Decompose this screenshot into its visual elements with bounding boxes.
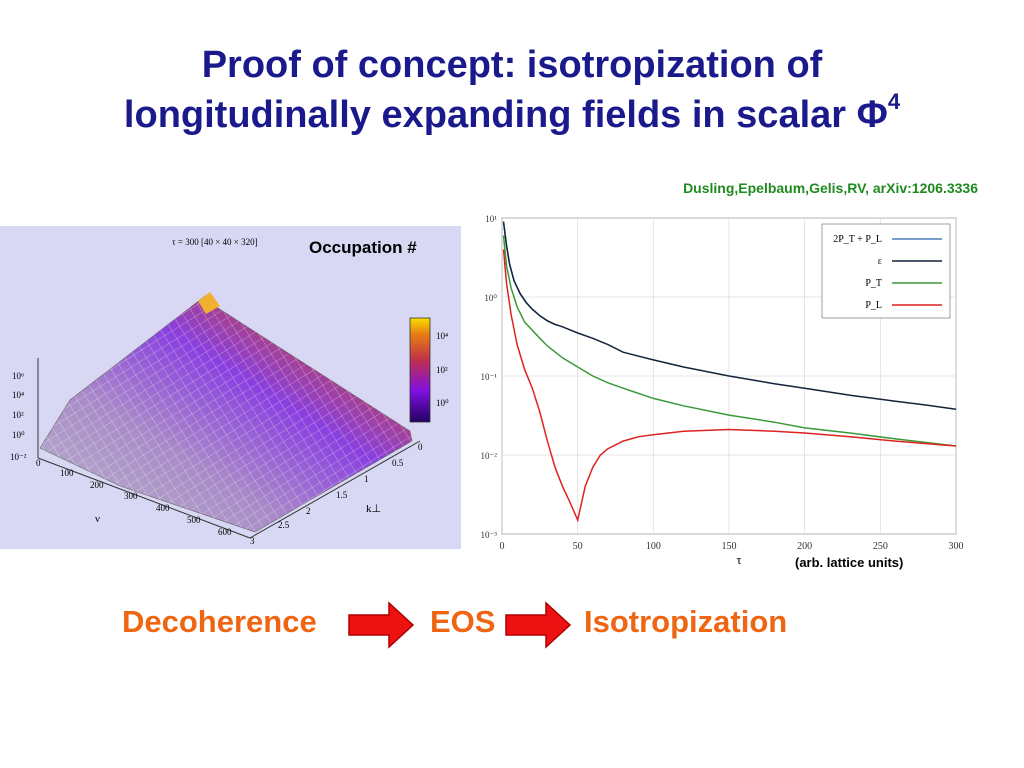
- z-tick: 10⁰: [12, 430, 25, 440]
- nu-axis: [37, 457, 251, 539]
- nu-axis-label: ν: [95, 513, 100, 525]
- surface-header: τ = 300 [40 × 40 × 320]: [172, 237, 258, 247]
- colorbar-tick: 10²: [436, 365, 448, 375]
- legend-label: ε: [878, 256, 882, 267]
- series-line: [502, 249, 957, 523]
- z-tick: 10⁴: [12, 390, 24, 400]
- x-tick-label: 0: [500, 541, 505, 552]
- y-tick-label: 10⁻²: [481, 451, 498, 461]
- legend-label: P_L: [865, 300, 882, 311]
- nu-tick: 100: [60, 468, 74, 478]
- nu-tick: 0: [36, 458, 41, 468]
- nu-tick: 200: [90, 480, 104, 490]
- z-tick: 10⁻²: [10, 452, 27, 462]
- k-tick: 2: [306, 506, 311, 516]
- occupation-surface-figure: τ = 300 [40 × 40 × 320] 10⁶ 10⁴ 10² 10⁰ …: [0, 226, 461, 549]
- nu-tick: 300: [124, 491, 138, 501]
- arrow-right-icon: [505, 601, 572, 649]
- legend-label: 2P_T + P_L: [833, 234, 882, 245]
- legend-label: P_T: [865, 278, 882, 289]
- x-tick-label: 300: [949, 541, 964, 552]
- surface-svg: τ = 300 [40 × 40 × 320] 10⁶ 10⁴ 10² 10⁰ …: [10, 237, 449, 546]
- arrow-right-icon: [348, 601, 415, 649]
- colorbar-tick: 10⁰: [436, 398, 449, 408]
- nu-tick: 500: [187, 515, 201, 525]
- nu-tick: 600: [218, 527, 232, 537]
- title-line-1: Proof of concept: isotropization of: [201, 44, 823, 86]
- x-tick-label: 100: [646, 541, 661, 552]
- flow-isotropization: Isotropization: [584, 604, 788, 639]
- k-tick: 3: [250, 536, 255, 546]
- k-axis-label: k⊥: [366, 503, 381, 515]
- y-tick-label: 10¹: [485, 214, 497, 224]
- pressure-chart-svg: 0 50 100 150 200 250 300 10¹ 10⁰ 10⁻¹ 10⁻² 10⁻³ τ 2P_…: [481, 214, 964, 567]
- y-tick-label: 10⁰: [484, 293, 497, 303]
- surface-mesh: [40, 296, 412, 532]
- units-note: (arb. lattice units): [795, 555, 904, 570]
- k-axis: [249, 440, 421, 539]
- z-tick: 10⁶: [12, 371, 24, 381]
- k-tick: 1.5: [336, 490, 348, 500]
- nu-tick: 400: [156, 503, 170, 513]
- colorbar-tick: 10⁴: [436, 331, 448, 341]
- series-line: [502, 235, 957, 447]
- x-tick-label: 150: [722, 541, 737, 552]
- k-tick: 1: [364, 474, 369, 484]
- flow-decoherence: Decoherence: [122, 604, 317, 639]
- pressure-chart: 0 50 100 150 200 250 300 10¹ 10⁰ 10⁻¹ 10⁻² 10⁻³ τ 2P_…: [466, 204, 984, 577]
- k-tick: 2.5: [278, 520, 290, 530]
- occupation-label: Occupation #: [309, 238, 417, 257]
- page-title: Proof of concept: isotropization of long…: [0, 40, 1024, 140]
- x-tick-label: 250: [873, 541, 888, 552]
- flow-eos: EOS: [430, 604, 496, 639]
- surface-peak: [198, 292, 220, 314]
- z-tick: 10²: [12, 410, 24, 420]
- k-tick: 0.5: [392, 458, 404, 468]
- colorbar: [409, 317, 431, 423]
- x-tick-label: 50: [573, 541, 583, 552]
- title-line-2: longitudinally expanding fields in scala…: [123, 94, 888, 136]
- x-axis-label: τ: [736, 552, 741, 567]
- title-superscript: 4: [887, 89, 901, 114]
- series-line: [502, 221, 957, 410]
- y-tick-label: 10⁻³: [481, 530, 498, 540]
- y-tick-label: 10⁻¹: [481, 372, 498, 382]
- x-tick-label: 200: [797, 541, 812, 552]
- k-tick: 0: [418, 442, 423, 452]
- citation: Dusling,Epelbaum,Gelis,RV, arXiv:1206.33…: [683, 180, 978, 196]
